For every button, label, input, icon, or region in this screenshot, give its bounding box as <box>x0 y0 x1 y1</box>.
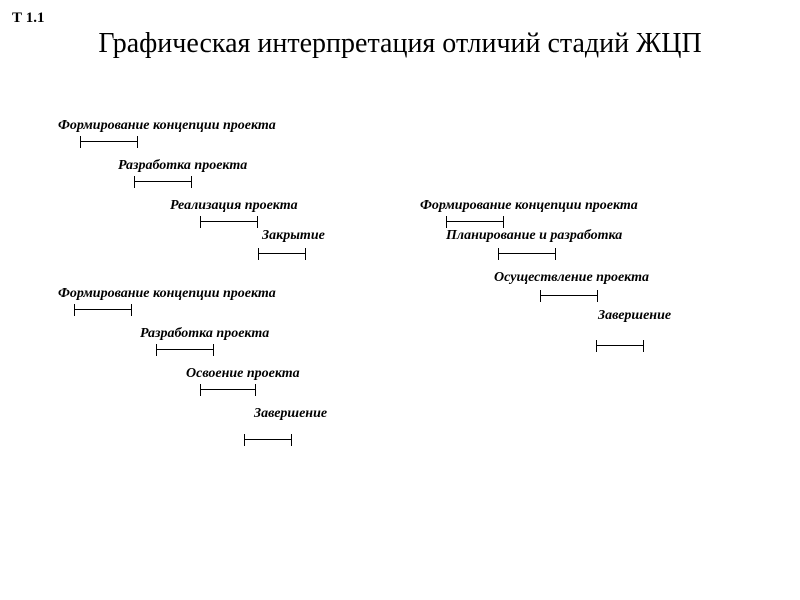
stage-label-g2s3: Освоение проекта <box>186 366 300 382</box>
stage-label-g2s1: Формирование концепции проекта <box>58 286 276 302</box>
stage-bar-g1s1 <box>80 136 138 148</box>
stage-label-g1s1: Формирование концепции проекта <box>58 118 276 134</box>
stage-bar-g3s2 <box>498 248 556 260</box>
stage-bar-g2s3 <box>200 384 256 396</box>
stage-label-g1s4: Закрытие <box>262 228 325 244</box>
stage-label-g3s4: Завершение <box>598 308 671 324</box>
stage-bar-g3s4 <box>596 340 644 352</box>
stage-label-g3s1: Формирование концепции проекта <box>420 198 638 214</box>
stage-label-g1s2: Разработка проекта <box>118 158 247 174</box>
stage-label-g3s2: Планирование и разработка <box>446 228 622 244</box>
stage-label-g3s3: Осуществление проекта <box>494 270 649 286</box>
page-title: Графическая интерпретация отличий стадий… <box>0 28 800 60</box>
stage-bar-g2s1 <box>74 304 132 316</box>
stage-bar-g1s2 <box>134 176 192 188</box>
stage-bar-g2s4 <box>244 434 292 446</box>
stage-label-g2s4: Завершение <box>254 406 327 422</box>
stage-bar-g3s1 <box>446 216 504 228</box>
stage-bar-g1s3 <box>200 216 258 228</box>
stage-bar-g3s3 <box>540 290 598 302</box>
stage-bar-g2s2 <box>156 344 214 356</box>
stage-label-g1s3: Реализация проекта <box>170 198 298 214</box>
stage-label-g2s2: Разработка проекта <box>140 326 269 342</box>
corner-label: Т 1.1 <box>12 10 45 27</box>
stage-bar-g1s4 <box>258 248 306 260</box>
